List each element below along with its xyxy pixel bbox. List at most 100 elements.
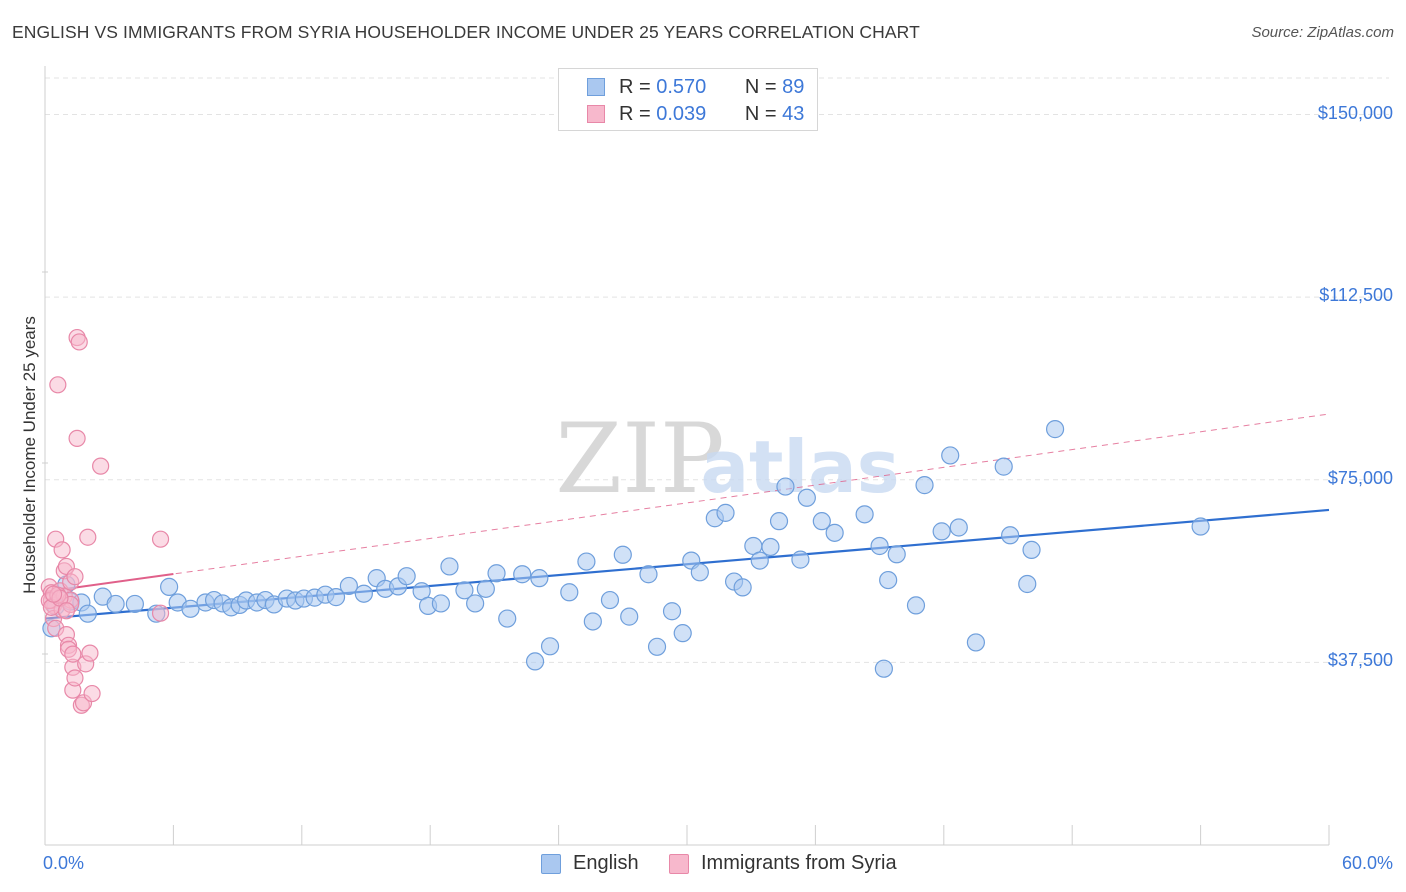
point-english [106,594,125,614]
point-english [949,518,968,537]
point-english [870,536,889,556]
point-english [326,588,346,607]
point-english [639,565,658,584]
point-english [761,537,780,557]
point-english [513,565,532,584]
point-english [455,581,474,600]
bottom-legend-swatch-syria [669,853,689,874]
point-english [339,576,358,596]
watermark-zip: ZIP [555,403,724,515]
point-syria [64,645,82,663]
point-english [887,545,906,564]
point-english [825,523,844,542]
point-syria [70,333,88,351]
point-english [941,446,960,465]
chart-source: Source: ZipAtlas.com [1251,24,1394,41]
point-english [440,557,459,576]
point-english [431,594,450,613]
point-english [1001,526,1020,545]
point-english [879,570,898,590]
legend-n-label: N = [744,75,777,98]
legend-row-english: R = 0.570 N = 89 [587,75,804,99]
point-english [791,550,810,569]
bottom-legend-label-english: English [573,852,639,874]
point-english [874,659,893,678]
y-tick-label: $150,000 [1317,102,1393,123]
point-english [647,637,667,656]
axis-layer [42,66,1330,846]
x-tick-label-min: 0.0% [43,853,85,873]
point-english [932,522,951,541]
point-english [125,594,144,614]
point-english [776,477,795,496]
point-syria [79,528,97,546]
point-english [1022,540,1041,559]
point-english [560,583,579,602]
point-english [906,596,926,615]
point-english [797,488,816,507]
point-english [812,512,831,531]
legend-n-value: 89 [782,75,805,98]
point-english [476,579,495,598]
point-english [613,545,632,564]
point-english [994,457,1013,476]
point-english [673,624,692,643]
point-syria [66,669,84,687]
legend-r-value: 0.039 [656,102,707,125]
y-axis-title: Householder Income Under 25 years [20,316,39,594]
point-english [530,569,549,588]
bottom-legend-label-syria: Immigrants from Syria [701,852,897,874]
chart-title: ENGLISH VS IMMIGRANTS FROM SYRIA HOUSEHO… [12,22,920,42]
grid-layer [45,77,1389,663]
legend-n-label: N = [744,102,777,125]
point-english [769,512,789,531]
legend-r-label: R = [619,75,651,98]
point-english [577,552,596,571]
point-syria [66,568,84,586]
point-english [915,476,934,495]
point-syria [44,585,63,603]
point-english [733,578,752,597]
y-tick-label: $112,500 [1319,285,1393,306]
point-syria [81,644,99,662]
point-english [498,609,517,628]
point-english [466,594,485,613]
point-english [354,584,373,603]
point-syria [92,457,110,475]
y-tick-label: $37,500 [1327,650,1393,671]
bottom-legend-english: English [541,852,639,875]
bottom-legend-swatch-english [541,853,561,874]
point-english [525,652,545,671]
legend-r-value: 0.570 [656,75,707,98]
point-english [1018,574,1037,594]
point-english [966,633,986,652]
point-syria [57,602,76,620]
point-english [78,604,97,623]
legend-row-syria: R = 0.039 N = 43 [587,102,804,126]
legend-swatch-syria [587,105,605,123]
bottom-legend-syria: Immigrants from Syria [669,852,897,875]
point-english [1045,420,1065,439]
point-english [750,551,769,570]
point-english [160,577,179,596]
stats-legend: R = 0.570 N = 89 R = 0.039 N = 43 [558,68,818,131]
point-english [487,564,506,583]
point-syria [68,429,86,447]
point-syria [151,604,170,622]
legend-swatch-english [587,78,605,96]
point-syria [83,684,101,703]
trendline-syria-dashed [44,413,1330,593]
point-syria [53,541,71,559]
point-syria [151,530,170,548]
points-layer [40,328,1210,714]
point-english [716,503,735,522]
point-english [662,602,682,621]
y-tick-label: $75,000 [1327,467,1393,488]
point-english [540,637,560,656]
point-english [583,612,602,631]
point-english [397,567,416,586]
point-english [1191,517,1210,536]
legend-n-value: 43 [782,102,805,125]
point-english [600,590,620,610]
